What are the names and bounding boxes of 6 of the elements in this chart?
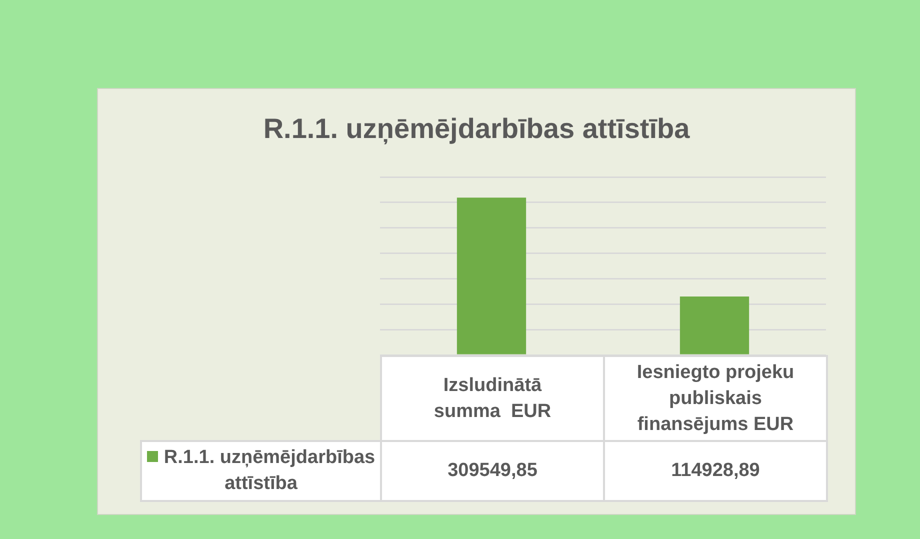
chart-title: R.1.1. uzņēmējdarbības attīstība: [262, 113, 691, 145]
x-tick-label: Iesniegto projeku publiskais finansējums EUR: [604, 356, 827, 441]
data-label: 114928,89: [604, 441, 827, 501]
x-tick-label: Izsludinātā summa EUR: [381, 356, 604, 441]
data-label: 309549,85: [381, 441, 604, 501]
legend-label: R.1.1. uzņēmējdarbības attīstība: [141, 441, 381, 501]
